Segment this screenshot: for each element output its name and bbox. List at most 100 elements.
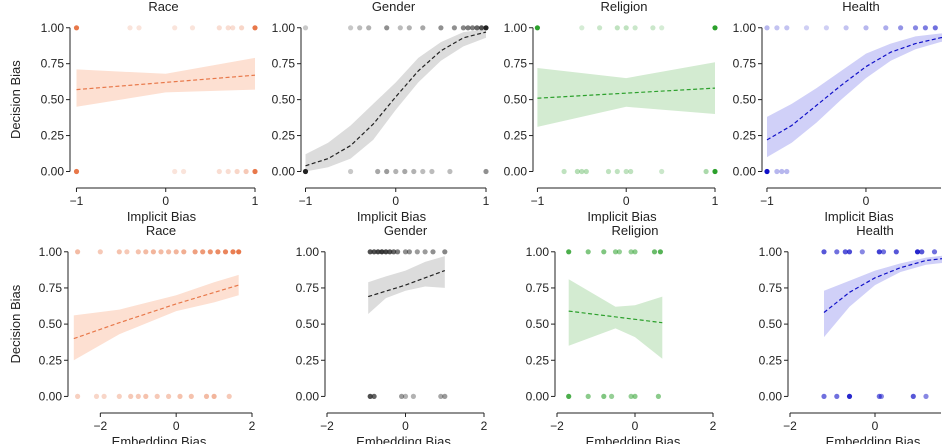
y-tick-label: 0.75: [39, 281, 63, 295]
x-tick-label: 0: [863, 194, 870, 208]
panel-title: Gender: [372, 0, 416, 14]
y-tick-label: 0.25: [504, 129, 528, 143]
data-point: [243, 168, 249, 175]
y-tick-label: 0.25: [272, 129, 296, 143]
fit-line: [537, 87, 716, 99]
data-point: [922, 25, 929, 31]
data-point: [583, 168, 589, 175]
x-axis-label: Embedding Bias: [356, 434, 451, 444]
data-point: [438, 25, 444, 31]
panel-3: 0.00 0.25 0.50 0.75 1.00 −1 0 1 Religion Implicit…: [504, 0, 719, 224]
data-point: [411, 168, 417, 175]
data-point: [384, 25, 390, 31]
fit-line: [305, 31, 487, 167]
data-point: [579, 168, 585, 175]
y-tick-label: 0.75: [759, 281, 783, 295]
data-point: [657, 249, 664, 255]
data-point: [442, 393, 448, 399]
fit-line: [766, 36, 942, 141]
data-point: [931, 249, 938, 255]
data-point: [166, 393, 172, 399]
data-point: [127, 25, 133, 31]
x-tick-label: −1: [299, 194, 313, 208]
y-axis-label: Decision Bias: [8, 284, 23, 363]
data-point: [188, 393, 194, 399]
data-point: [863, 25, 869, 31]
data-point: [430, 249, 436, 255]
y-tick-label: 0.25: [759, 353, 783, 367]
data-point: [465, 25, 471, 31]
panel-5: 0.00 0.25 0.50 0.75 1.00 −2 0 2 Race Embedding Bi…: [8, 223, 256, 444]
panel-1: 0.00 0.25 0.50 0.75 1.00 −1 0 1 Race Implicit Bia…: [8, 0, 259, 224]
data-point: [384, 168, 390, 175]
y-tick-label: 0.50: [296, 317, 320, 331]
data-point: [429, 168, 435, 175]
data-point: [859, 249, 865, 255]
data-point: [399, 393, 405, 399]
data-point: [632, 25, 638, 31]
data-point: [876, 249, 882, 255]
data-point: [93, 393, 100, 399]
y-tick-label: 0.50: [41, 93, 65, 107]
y-tick-label: 1.00: [759, 245, 783, 259]
data-point: [609, 393, 615, 399]
data-point: [712, 25, 718, 31]
data-point: [803, 25, 810, 31]
data-point: [348, 168, 354, 175]
data-point: [659, 168, 665, 175]
data-point: [391, 249, 397, 255]
data-point: [898, 25, 904, 31]
x-axis-label: Implicit Bias: [824, 209, 894, 224]
x-axis-label: Embedding Bias: [826, 434, 921, 444]
data-point: [73, 25, 80, 31]
data-point: [483, 25, 489, 31]
data-point: [893, 249, 899, 255]
data-point: [878, 393, 885, 399]
data-point: [451, 25, 457, 31]
y-tick-label: 0.75: [41, 57, 65, 71]
y-tick-label: 0.50: [272, 93, 296, 107]
x-tick-label: 0: [402, 419, 409, 433]
panel-title: Religion: [612, 223, 659, 238]
data-point: [585, 249, 591, 255]
panel-title: Gender: [384, 223, 428, 238]
data-point: [75, 393, 81, 399]
data-point: [128, 393, 134, 399]
panel-title: Race: [146, 223, 176, 238]
data-point: [348, 25, 354, 31]
data-point: [784, 168, 790, 175]
panel-6: 0.00 0.25 0.50 0.75 1.00 −2 0 2 Gender Embedding …: [296, 223, 488, 444]
data-point: [181, 249, 187, 255]
data-point: [222, 249, 229, 255]
data-point: [659, 25, 665, 31]
x-tick-label: 0: [872, 419, 879, 433]
data-point: [216, 25, 222, 31]
data-point: [402, 249, 409, 255]
confidence-band: [568, 279, 663, 359]
x-tick-label: 0: [162, 194, 169, 208]
y-tick-label: 1.00: [526, 245, 550, 259]
data-point: [75, 249, 81, 255]
confidence-band: [767, 33, 942, 158]
y-tick-label: 0.25: [41, 129, 65, 143]
data-point: [834, 249, 840, 255]
data-point: [97, 249, 103, 255]
data-point: [239, 25, 245, 31]
data-point: [230, 25, 236, 31]
y-tick-label: 0.00: [759, 389, 783, 403]
x-tick-label: −2: [93, 419, 107, 433]
data-point: [655, 393, 662, 399]
y-tick-label: 0.00: [504, 165, 528, 179]
confidence-band: [73, 274, 239, 361]
panel-2: 0.00 0.25 0.50 0.75 1.00 −1 0 1 Gender Implicit B…: [272, 0, 490, 224]
y-tick-label: 0.50: [504, 93, 528, 107]
x-tick-label: −2: [550, 419, 564, 433]
data-point: [651, 249, 658, 255]
panel-8: 0.000.250.500.751.00−202HealthEmbedding …: [759, 223, 942, 444]
x-axis-label: Implicit Bias: [127, 209, 197, 224]
data-point: [402, 393, 409, 399]
data-point: [200, 249, 206, 255]
data-point: [846, 393, 853, 399]
data-point: [597, 25, 603, 31]
